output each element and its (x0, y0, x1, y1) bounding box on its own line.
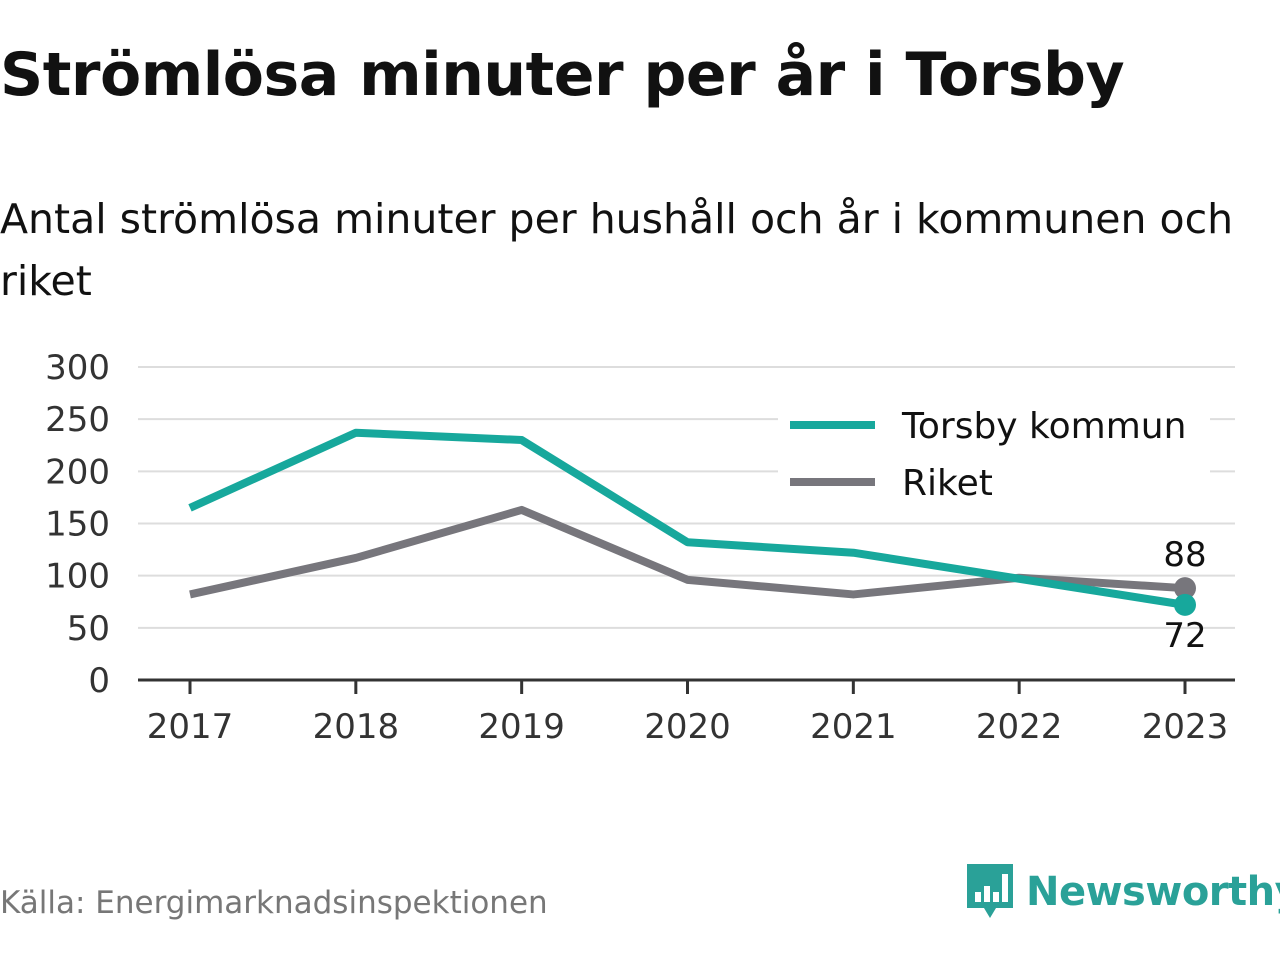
brand-logo[interactable]: Newsworthy (964, 862, 1280, 922)
end-point-riket (1174, 577, 1196, 600)
x-tick-label-2017: 2017 (147, 707, 234, 747)
end-label-torsby: 72 (1163, 616, 1206, 656)
newsworthy-chart-logo-icon (967, 864, 1013, 918)
series-line-torsby (188, 428, 1186, 609)
x-tick-label-2022: 2022 (976, 707, 1063, 747)
y-tick-label-50: 50 (67, 609, 110, 649)
legend-label-torsby: Torsby kommun (901, 406, 1186, 447)
y-tick-label-200: 200 (45, 452, 110, 492)
legend-background (778, 398, 1210, 510)
end-labels: 72 88 (1163, 535, 1206, 656)
y-tick-label-100: 100 (45, 557, 110, 597)
end-point-torsby (1174, 593, 1196, 616)
legend-label-riket: Riket (902, 463, 993, 504)
series-lines (188, 428, 1196, 616)
y-tick-label-0: 0 (88, 661, 110, 701)
legend: Torsby kommun Riket (778, 398, 1210, 510)
y-tick-label-300: 300 (45, 348, 110, 388)
chart-subtitle: Antal strömlösa minuter per hushåll och … (0, 195, 1234, 305)
x-tick-label-2020: 2020 (644, 707, 731, 747)
x-axis: 2017 2018 2019 2020 2021 2022 2023 (138, 678, 1235, 747)
source-note: Källa: Energimarknadsinspektionen (0, 885, 548, 921)
brand-name: Newsworthy (1026, 869, 1280, 915)
y-tick-label-150: 150 (45, 505, 110, 545)
y-tick-label-250: 250 (45, 400, 110, 440)
end-label-riket: 88 (1163, 535, 1206, 575)
x-tick-label-2018: 2018 (313, 707, 400, 747)
x-tick-label-2023: 2023 (1142, 707, 1229, 747)
x-tick-label-2019: 2019 (478, 707, 565, 747)
chart-title: Strömlösa minuter per år i Torsby (0, 40, 1125, 110)
y-tick-labels: 0 50 100 150 200 250 300 (45, 348, 110, 701)
x-tick-label-2021: 2021 (810, 707, 897, 747)
